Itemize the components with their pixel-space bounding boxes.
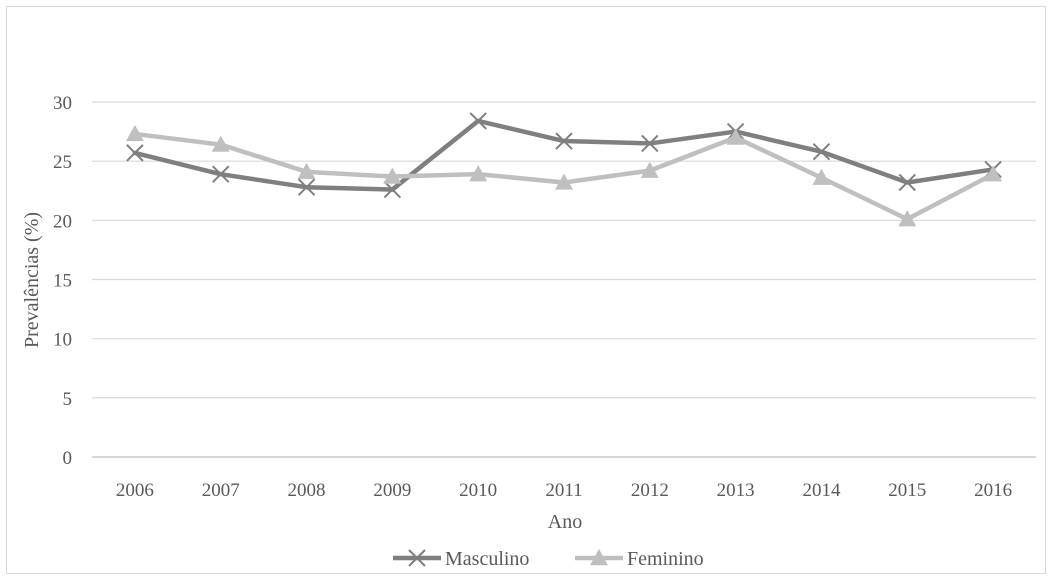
- series-layer: [125, 112, 1003, 227]
- data-point-masculino: [641, 134, 659, 153]
- y-axis-title: Prevalências (%): [21, 212, 43, 348]
- x-tick-label: 2007: [202, 480, 240, 501]
- x-tick-label: 2011: [545, 480, 582, 501]
- x-tick-label: 2012: [631, 480, 669, 501]
- series-masculino: [126, 112, 1002, 199]
- data-point-masculino: [555, 132, 573, 150]
- data-point-masculino: [469, 112, 487, 130]
- x-tick-label: 2010: [459, 480, 497, 501]
- y-tick-label: 10: [53, 330, 72, 351]
- x-tick-label: 2008: [288, 480, 326, 501]
- x-tick-label: 2006: [116, 480, 154, 501]
- legend-label-feminino: Feminino: [627, 548, 704, 570]
- data-point-feminino: [125, 124, 144, 142]
- x-tick-label: 2009: [373, 480, 411, 501]
- legend-item-masculino: Masculino: [393, 548, 529, 570]
- legend: Masculino Feminino: [393, 548, 704, 570]
- data-point-feminino: [812, 168, 831, 185]
- legend-marker-feminino: [590, 549, 608, 566]
- data-point-feminino: [555, 173, 573, 190]
- data-point-feminino: [984, 165, 1003, 182]
- series-feminino: [125, 124, 1003, 227]
- x-axis-ticks: 2006 2007 2008 2009 2010 2011 2012 2013 2014 2015…: [116, 480, 1012, 501]
- x-tick-label: 2016: [974, 480, 1012, 501]
- chart-frame: [6, 6, 1046, 574]
- legend-label-masculino: Masculino: [445, 548, 529, 570]
- legend-marker-masculino: [408, 549, 426, 567]
- data-point-feminino: [211, 135, 230, 152]
- y-tick-label: 25: [53, 152, 72, 173]
- y-tick-label: 20: [53, 211, 72, 232]
- gridlines: [92, 101, 1036, 458]
- data-point-masculino: [212, 165, 230, 183]
- data-point-masculino: [383, 180, 402, 199]
- y-tick-label: 0: [63, 448, 73, 469]
- data-point-feminino: [297, 162, 316, 180]
- y-tick-label: 30: [53, 93, 72, 114]
- y-tick-label: 15: [53, 271, 72, 292]
- data-point-feminino: [469, 165, 488, 182]
- y-tick-label: 5: [63, 389, 73, 410]
- data-point-feminino: [640, 161, 659, 178]
- legend-item-feminino: Feminino: [575, 548, 704, 570]
- x-axis-title: Ano: [548, 511, 582, 533]
- data-point-masculino: [898, 173, 916, 192]
- data-point-masculino: [126, 144, 144, 162]
- x-tick-label: 2014: [802, 480, 841, 501]
- data-point-masculino: [812, 142, 831, 161]
- data-point-masculino: [297, 178, 316, 196]
- data-point-feminino: [726, 128, 745, 145]
- data-point-feminino: [383, 167, 402, 184]
- x-tick-label: 2015: [888, 480, 926, 501]
- x-tick-label: 2013: [717, 480, 755, 501]
- data-point-feminino: [898, 210, 917, 227]
- y-axis-ticks: 0 5 10 15 20 25 30: [53, 93, 72, 469]
